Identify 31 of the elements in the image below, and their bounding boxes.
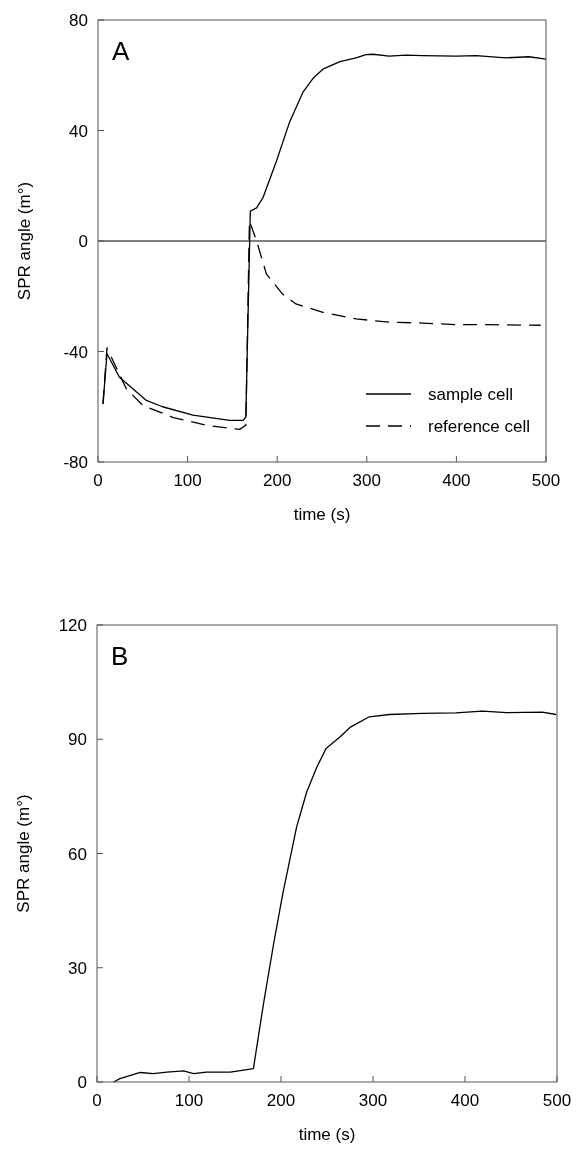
y-tick-label: 0 [78,232,88,251]
y-tick-label: -80 [63,453,88,472]
y-tick-label: -40 [63,342,88,362]
y-tick-label: 0 [77,1073,87,1092]
y-tick-label: 120 [58,616,87,635]
x-tick-label: 400 [442,471,471,490]
x-tick-label: 400 [450,1091,480,1110]
x-tick-label: 0 [92,1091,102,1110]
x-tick-label: 100 [173,471,202,490]
x-tick-label: 100 [174,1091,204,1110]
x-tick-label: 0 [93,471,103,490]
x-tick-label: 500 [531,471,561,490]
x-tick-label: 300 [352,471,381,490]
x-axis-title: time (s) [298,1125,356,1144]
y-tick-label: 30 [68,958,87,978]
y-tick-label: 80 [69,11,88,30]
annotation: B [111,641,129,671]
y-tick-label: 40 [69,121,88,141]
x-tick-label: 200 [263,471,292,490]
y-axis-title: SPR angle (m°) [14,794,33,913]
line-series [112,710,557,1083]
legend-label: sample cell [428,385,514,404]
y-tick-label: 90 [68,730,87,750]
legend-label: reference cell [428,417,531,436]
x-tick-label: 200 [266,1091,296,1110]
annotation: A [112,36,130,66]
y-tick-label: 60 [68,844,87,864]
x-tick-label: 500 [542,1091,572,1110]
x-axis-title: time (s) [293,505,351,524]
y-axis-title: SPR angle (m°) [15,181,34,301]
x-tick-label: 300 [358,1091,388,1110]
